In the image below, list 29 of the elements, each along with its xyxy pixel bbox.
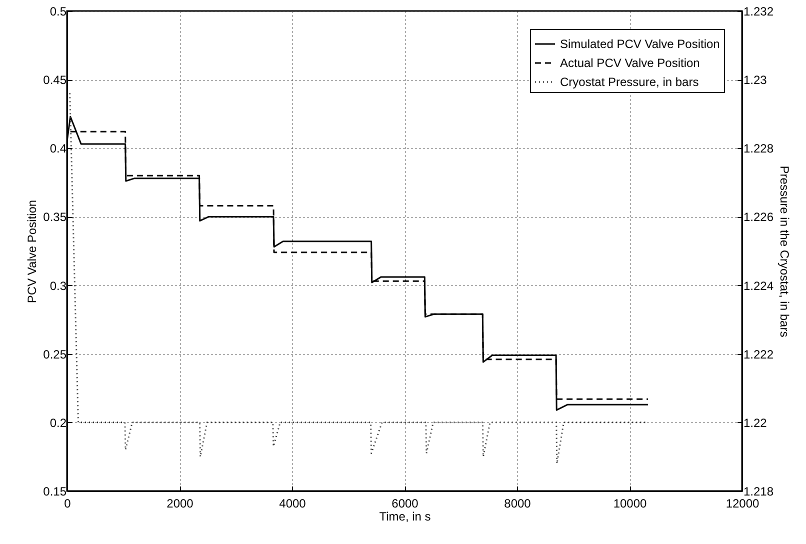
y2-tick-label: 1.222 [744,347,774,362]
y2-tick-label: 1.23 [744,73,768,88]
x-tick-label: 2000 [166,496,194,510]
y2-tick-label: 1.218 [744,484,774,498]
y-tick-label: 0.35 [43,210,67,224]
y2-tick-label: 1.228 [744,142,774,156]
x-tick-label: 10000 [613,496,648,510]
x-tick-label: 6000 [392,496,419,510]
y2-tick-label: 1.224 [744,278,774,293]
y-tick-label: 0.3 [50,278,67,293]
y-tick-label: 0.15 [43,484,67,498]
x-tick-label: 8000 [504,496,532,510]
y-tick-label: 0.4 [50,142,67,156]
x-tick-label: 12000 [726,496,760,510]
y2-tick-label: 1.232 [744,4,774,18]
y-axis-title: PCV Valve Position [25,200,40,304]
y2-tick-label: 1.226 [744,210,774,224]
x-tick-label: 4000 [279,496,306,510]
x-axis-title: Time, in s [379,510,431,524]
y-tick-label: 0.2 [50,416,67,430]
legend-label: Actual PCV Valve Position [560,56,700,70]
y-tick-label: 0.25 [43,347,67,362]
y-tick-label: 0.5 [50,4,67,18]
y2-axis-title: Pressure in the Cryostat, in bars [778,166,792,338]
legend-label: Cryostat Pressure, in bars [560,75,699,89]
x-tick-label: 0 [64,496,72,510]
y-tick-label: 0.45 [43,73,67,88]
y2-tick-label: 1.22 [744,416,768,430]
legend-label: Simulated PCV Valve Position [560,37,720,51]
